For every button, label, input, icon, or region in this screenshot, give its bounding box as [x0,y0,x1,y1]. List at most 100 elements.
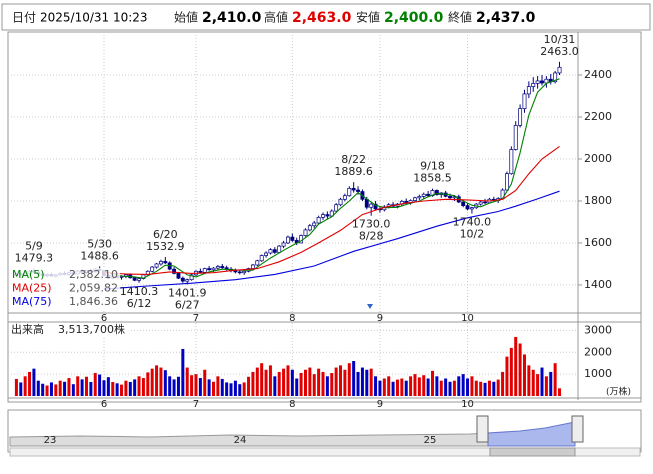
volume-bar [308,367,312,396]
volume-bar [36,380,40,396]
x-tick-label: 10 [461,399,474,410]
volume-bar [225,382,229,396]
candle-body [281,242,286,247]
volume-bar [207,379,211,396]
volume-bar [531,369,535,396]
volume-bar [518,343,522,396]
volume-bar [54,384,58,396]
volume-bar [84,376,88,396]
candle-body [215,266,220,269]
volume-bar [185,367,189,396]
volume-bar [483,382,487,396]
navigator-handle[interactable] [571,415,584,443]
volume-tick-label: 3000 [584,323,612,336]
annotation-value: 1740.0 [453,216,492,229]
x-tick-label: 6 [101,399,107,410]
y-tick-label: 2200 [584,110,612,123]
volume-tick-label: 1000 [584,367,612,380]
header-value: 2,437.0 [476,10,536,26]
volume-bar [260,363,264,396]
candle-body [535,80,540,84]
legend-value: 1,846.36 [69,295,118,308]
volume-bar [203,369,207,396]
volume-bar [501,371,505,396]
volume-bar [76,376,80,396]
candle-body [351,188,356,191]
navigator-label: 23 [44,435,57,446]
candle-body [242,270,247,274]
candle-body [268,249,273,254]
candle-body [557,66,562,74]
volume-bar [67,378,71,396]
candle-body [259,255,264,262]
candle-body [465,205,470,210]
volume-bar [80,379,84,396]
candle-body [421,193,426,197]
volume-bar [28,371,32,396]
volume-bar [41,383,45,396]
annotation-value: 1479.3 [15,251,54,264]
volume-bar [128,382,132,396]
volume-bar [176,376,180,396]
header-value: 2,400.0 [384,10,444,26]
volume-bar [387,376,391,396]
volume-bar [452,380,456,396]
header-value: 2025/10/31 10:23 [40,11,148,25]
x-tick-label: 8 [289,313,295,324]
volume-bar [251,371,255,396]
navigator-handle[interactable] [476,415,489,443]
volume-bar [382,378,386,396]
volume-bar [466,378,470,396]
candle-body [540,80,544,84]
candle-body [426,193,431,197]
volume-bar [150,368,154,396]
volume-bar [514,336,518,396]
scrollbar[interactable] [9,447,641,457]
volume-bar [558,388,562,396]
candle-body [478,201,483,205]
annotation-date: 5/30 [87,237,112,250]
annotation-date: 8/22 [341,153,366,166]
annotation-date: 6/12 [127,297,152,310]
y-tick-label: 2000 [584,152,612,165]
volume-bar [391,381,395,396]
volume-unit: (万株) [606,386,631,398]
candle-body [154,263,159,268]
volume-bar [470,376,474,396]
volume-bar [23,376,27,396]
volume-bar [509,347,513,396]
navigator-label: 25 [424,435,437,446]
candle-body [448,195,452,199]
volume-bar [277,371,281,396]
volume-bar [58,380,62,396]
volume-bar [299,373,303,396]
candle-body [526,86,531,95]
candle-body [207,268,212,271]
volume-bar [268,365,272,396]
volume-bar [212,381,215,396]
volume-bar [522,354,526,396]
annotation-date: 9/18 [420,160,445,173]
scrollbar-thumb[interactable] [489,447,576,457]
volume-bar [431,370,434,396]
legend-value: 2,382.10 [69,268,118,281]
volume-bar [190,375,194,396]
candle-body [176,273,181,279]
candle-body [505,173,509,191]
legend-name: MA(75) [12,295,52,308]
volume-bar [141,378,145,396]
volume-bar [448,381,452,396]
legend-value: 2,059.82 [69,282,118,295]
volume-bar [163,370,167,396]
candle-body [369,203,374,208]
volume-bar [325,376,329,396]
volume-bar [63,381,67,396]
volume-bar [120,384,124,396]
candle-body [255,260,260,266]
x-tick-label: 9 [377,399,383,410]
moving-average-line [103,145,560,275]
candle-body [373,203,378,210]
legend-name: MA(25) [12,282,52,295]
volume-bar [102,380,106,396]
